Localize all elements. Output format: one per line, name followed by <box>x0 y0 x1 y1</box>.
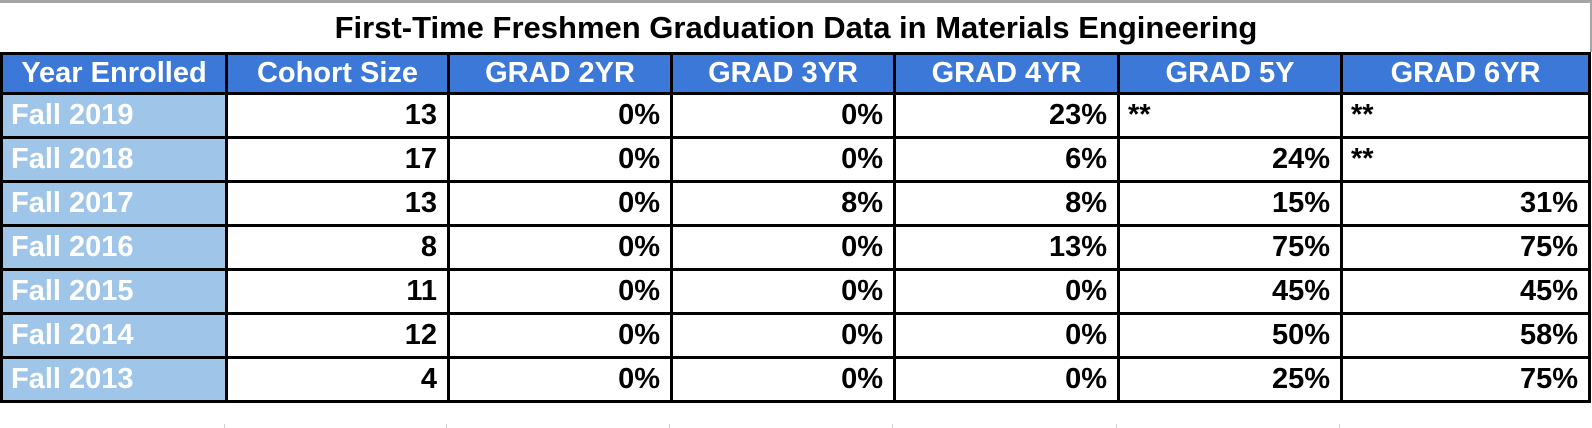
header-row: Year Enrolled Cohort Size GRAD 2YR GRAD 3YR… <box>0 52 1591 95</box>
cell-fall-2019-cohort-size[interactable]: 13 <box>225 92 450 139</box>
column-header-grad-6yr[interactable]: GRAD 6YR <box>1340 52 1591 95</box>
column-header-grad-3yr[interactable]: GRAD 3YR <box>670 52 896 95</box>
screen-edge-right <box>1590 0 1592 52</box>
table-row: Fall 2013 4 0% 0% 0% 25% 75% <box>0 356 1591 403</box>
cell-fall-2018-grad-6yr[interactable]: ** <box>1340 136 1591 183</box>
cell-fall-2014-grad-5y[interactable]: 50% <box>1117 312 1343 359</box>
cell-fall-2018-year-enrolled[interactable]: Fall 2018 <box>0 136 228 183</box>
table-row: Fall 2016 8 0% 0% 13% 75% 75% <box>0 224 1591 271</box>
cell-fall-2017-grad-6yr[interactable]: 31% <box>1340 180 1591 227</box>
graduation-data-table: Year Enrolled Cohort Size GRAD 2YR GRAD 3YR… <box>0 52 1591 403</box>
screen-edge-top <box>0 0 1592 3</box>
cell-fall-2017-grad-4yr[interactable]: 8% <box>893 180 1120 227</box>
cell-fall-2019-year-enrolled[interactable]: Fall 2019 <box>0 92 228 139</box>
cell-fall-2019-grad-5y[interactable]: ** <box>1117 92 1343 139</box>
table-title: First-Time Freshmen Graduation Data in M… <box>334 9 1258 45</box>
cell-fall-2015-grad-3yr[interactable]: 0% <box>670 268 896 315</box>
cell-fall-2013-year-enrolled[interactable]: Fall 2013 <box>0 356 228 403</box>
cell-fall-2016-grad-4yr[interactable]: 13% <box>893 224 1120 271</box>
cell-fall-2017-cohort-size[interactable]: 13 <box>225 180 450 227</box>
cell-fall-2016-year-enrolled[interactable]: Fall 2016 <box>0 224 228 271</box>
cell-fall-2019-grad-4yr[interactable]: 23% <box>893 92 1120 139</box>
cell-fall-2014-grad-2yr[interactable]: 0% <box>447 312 673 359</box>
table-row: Fall 2018 17 0% 0% 6% 24% ** <box>0 136 1591 183</box>
cell-fall-2016-cohort-size[interactable]: 8 <box>225 224 450 271</box>
cell-fall-2019-grad-6yr[interactable]: ** <box>1340 92 1591 139</box>
cell-fall-2014-year-enrolled[interactable]: Fall 2014 <box>0 312 228 359</box>
table-row: Fall 2014 12 0% 0% 0% 50% 58% <box>0 312 1591 359</box>
table-body: Fall 2019 13 0% 0% 23% ** ** Fall 2018 17 0% 0% 6% 2… <box>0 92 1591 403</box>
cell-fall-2013-grad-2yr[interactable]: 0% <box>447 356 673 403</box>
table-row: Fall 2015 11 0% 0% 0% 45% 45% <box>0 268 1591 315</box>
cell-fall-2018-cohort-size[interactable]: 17 <box>225 136 450 183</box>
cell-fall-2018-grad-2yr[interactable]: 0% <box>447 136 673 183</box>
cell-fall-2013-grad-3yr[interactable]: 0% <box>670 356 896 403</box>
cell-fall-2014-grad-6yr[interactable]: 58% <box>1340 312 1591 359</box>
cell-fall-2016-grad-3yr[interactable]: 0% <box>670 224 896 271</box>
column-header-year-enrolled[interactable]: Year Enrolled <box>0 52 228 95</box>
cell-fall-2015-grad-4yr[interactable]: 0% <box>893 268 1120 315</box>
cell-fall-2018-grad-4yr[interactable]: 6% <box>893 136 1120 183</box>
table-row: Fall 2019 13 0% 0% 23% ** ** <box>0 92 1591 139</box>
title-bar: First-Time Freshmen Graduation Data in M… <box>0 3 1592 52</box>
cell-fall-2018-grad-3yr[interactable]: 0% <box>670 136 896 183</box>
cell-fall-2015-grad-5y[interactable]: 45% <box>1117 268 1343 315</box>
cell-fall-2014-grad-4yr[interactable]: 0% <box>893 312 1120 359</box>
cell-fall-2015-grad-6yr[interactable]: 45% <box>1340 268 1591 315</box>
cell-fall-2015-cohort-size[interactable]: 11 <box>225 268 450 315</box>
cell-fall-2013-grad-5y[interactable]: 25% <box>1117 356 1343 403</box>
column-header-grad-4yr[interactable]: GRAD 4YR <box>893 52 1120 95</box>
cell-fall-2016-grad-2yr[interactable]: 0% <box>447 224 673 271</box>
cell-fall-2017-grad-2yr[interactable]: 0% <box>447 180 673 227</box>
cell-fall-2016-grad-6yr[interactable]: 75% <box>1340 224 1591 271</box>
cell-fall-2013-grad-6yr[interactable]: 75% <box>1340 356 1591 403</box>
cell-fall-2017-year-enrolled[interactable]: Fall 2017 <box>0 180 228 227</box>
column-header-grad-2yr[interactable]: GRAD 2YR <box>447 52 673 95</box>
cell-fall-2013-grad-4yr[interactable]: 0% <box>893 356 1120 403</box>
cell-fall-2019-grad-3yr[interactable]: 0% <box>670 92 896 139</box>
cell-fall-2014-cohort-size[interactable]: 12 <box>225 312 450 359</box>
column-header-grad-5y[interactable]: GRAD 5Y <box>1117 52 1343 95</box>
cell-fall-2019-grad-2yr[interactable]: 0% <box>447 92 673 139</box>
column-header-cohort-size[interactable]: Cohort Size <box>225 52 450 95</box>
cell-fall-2018-grad-5y[interactable]: 24% <box>1117 136 1343 183</box>
cell-fall-2017-grad-5y[interactable]: 15% <box>1117 180 1343 227</box>
cell-fall-2013-cohort-size[interactable]: 4 <box>225 356 450 403</box>
cell-fall-2015-year-enrolled[interactable]: Fall 2015 <box>0 268 228 315</box>
table-row: Fall 2017 13 0% 8% 8% 15% 31% <box>0 180 1591 227</box>
cell-fall-2017-grad-3yr[interactable]: 8% <box>670 180 896 227</box>
cell-fall-2016-grad-5y[interactable]: 75% <box>1117 224 1343 271</box>
cell-fall-2015-grad-2yr[interactable]: 0% <box>447 268 673 315</box>
cell-fall-2014-grad-3yr[interactable]: 0% <box>670 312 896 359</box>
